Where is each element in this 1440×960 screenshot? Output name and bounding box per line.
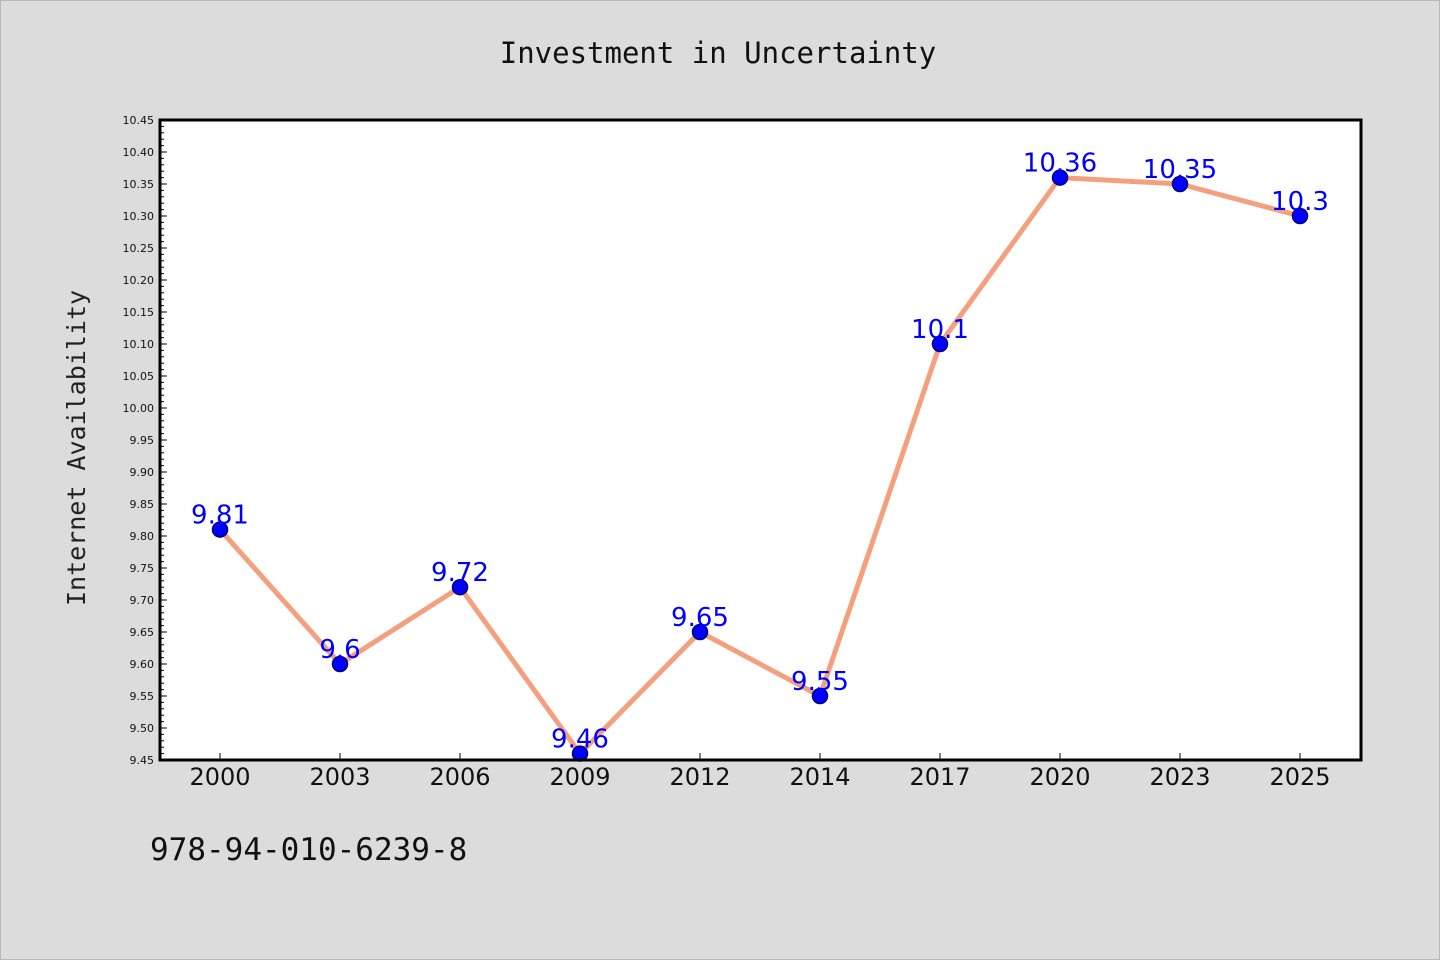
data-label: 9.65 [671, 603, 729, 633]
data-point [1291, 207, 1309, 225]
y-tick-label: 10.00 [123, 402, 155, 415]
x-tick-label: 2003 [309, 763, 370, 791]
y-tick-label: 9.75 [130, 562, 155, 575]
x-tick-label: 2014 [789, 763, 850, 791]
y-tick-label: 9.90 [130, 466, 155, 479]
y-tick-label: 9.45 [130, 754, 155, 767]
y-tick-label: 10.30 [123, 210, 155, 223]
y-tick-label: 10.15 [123, 306, 155, 319]
data-label: 9.72 [431, 558, 489, 588]
y-tick-label: 10.25 [123, 242, 155, 255]
y-axis-label: Internet Availability [62, 290, 91, 606]
y-tick-label: 10.20 [123, 274, 155, 287]
data-point [331, 655, 349, 673]
data-series [217, 175, 1303, 757]
x-tick-label: 2020 [1029, 763, 1090, 791]
data-label: 9.46 [551, 725, 609, 755]
data-point [811, 687, 829, 705]
x-axis: 2000 2003 2006 2009 2012 2014 2017 2020 2023 2025 [189, 753, 1331, 791]
data-point [1051, 169, 1069, 186]
y-tick-label: 10.05 [123, 370, 155, 383]
data-markers [211, 169, 1309, 762]
chart-title: Investment in Uncertainty [500, 36, 937, 70]
x-tick-label: 2006 [429, 763, 490, 791]
x-tick-label: 2025 [1269, 763, 1330, 791]
y-tick-label: 9.65 [130, 626, 155, 639]
data-point [691, 623, 709, 641]
y-tick-label: 10.35 [123, 178, 155, 191]
data-point [1171, 175, 1189, 193]
data-point [451, 578, 469, 596]
data-label: 10.3 [1271, 187, 1329, 217]
x-tick-label: 2000 [189, 763, 250, 791]
x-tick-label: 2017 [909, 763, 970, 791]
data-label: 10.36 [1023, 149, 1097, 179]
y-tick-label: 9.95 [130, 434, 155, 447]
y-tick-label: 9.85 [130, 498, 155, 511]
y-tick-label: 10.10 [123, 338, 155, 351]
data-label: 9.6 [319, 635, 360, 665]
y-tick-label: 9.55 [130, 690, 155, 703]
series-line [217, 175, 1303, 757]
y-tick-label: 10.45 [123, 114, 155, 127]
x-tick-label: 2012 [669, 763, 730, 791]
y-tick-label: 9.60 [130, 658, 155, 671]
data-label: 10.35 [1143, 155, 1217, 185]
data-label: 9.55 [791, 667, 849, 697]
y-tick-label: 9.80 [130, 530, 155, 543]
data-point [931, 335, 949, 353]
x-tick-label: 2009 [549, 763, 610, 791]
y-tick-label: 9.70 [130, 594, 155, 607]
plot-border [158, 118, 1363, 762]
isbn-text: 978-94-010-6239-8 [150, 832, 468, 868]
data-labels: 9.81 9.6 9.72 9.46 9.65 9.55 10.1 10.36 10.35 10.… [191, 149, 1329, 755]
y-tick-label: 10.40 [123, 146, 155, 159]
data-label: 9.81 [191, 501, 249, 531]
data-point [211, 521, 229, 538]
data-label: 10.1 [911, 315, 969, 345]
x-tick-label: 2023 [1149, 763, 1210, 791]
y-tick-label: 9.50 [130, 722, 155, 735]
